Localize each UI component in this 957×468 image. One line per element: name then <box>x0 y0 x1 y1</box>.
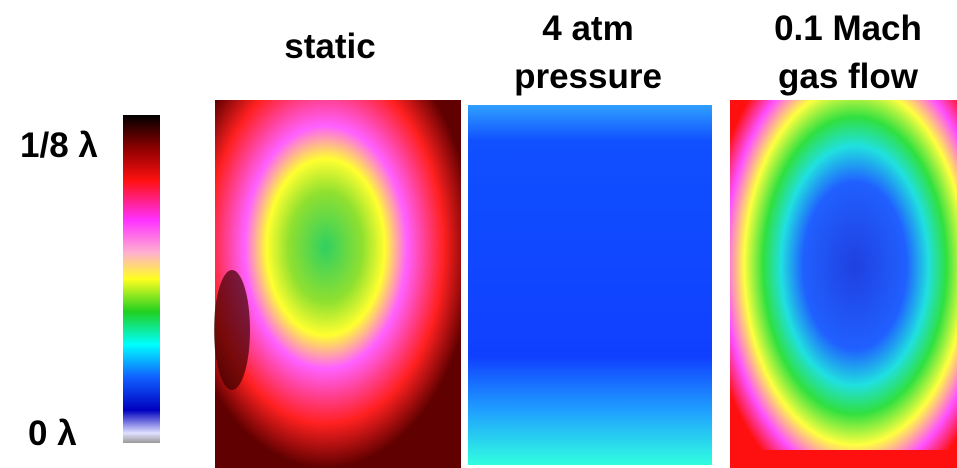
panel-image <box>215 100 461 468</box>
panel-image-detail <box>214 270 250 390</box>
colorbar-max-label: 1/8 λ <box>20 126 98 165</box>
panel-image <box>468 105 712 465</box>
panel-title: 0.1 Mach <box>774 9 922 48</box>
panel-title: pressure <box>514 57 662 96</box>
panel-title: gas flow <box>778 57 919 96</box>
colorbar <box>123 115 160 443</box>
colorbar-min-label: 0 λ <box>28 414 77 453</box>
panel-title: static <box>284 27 375 66</box>
panel-image <box>730 100 957 468</box>
panel-image-detail <box>730 450 957 468</box>
panel-title: 4 atm <box>542 9 633 48</box>
